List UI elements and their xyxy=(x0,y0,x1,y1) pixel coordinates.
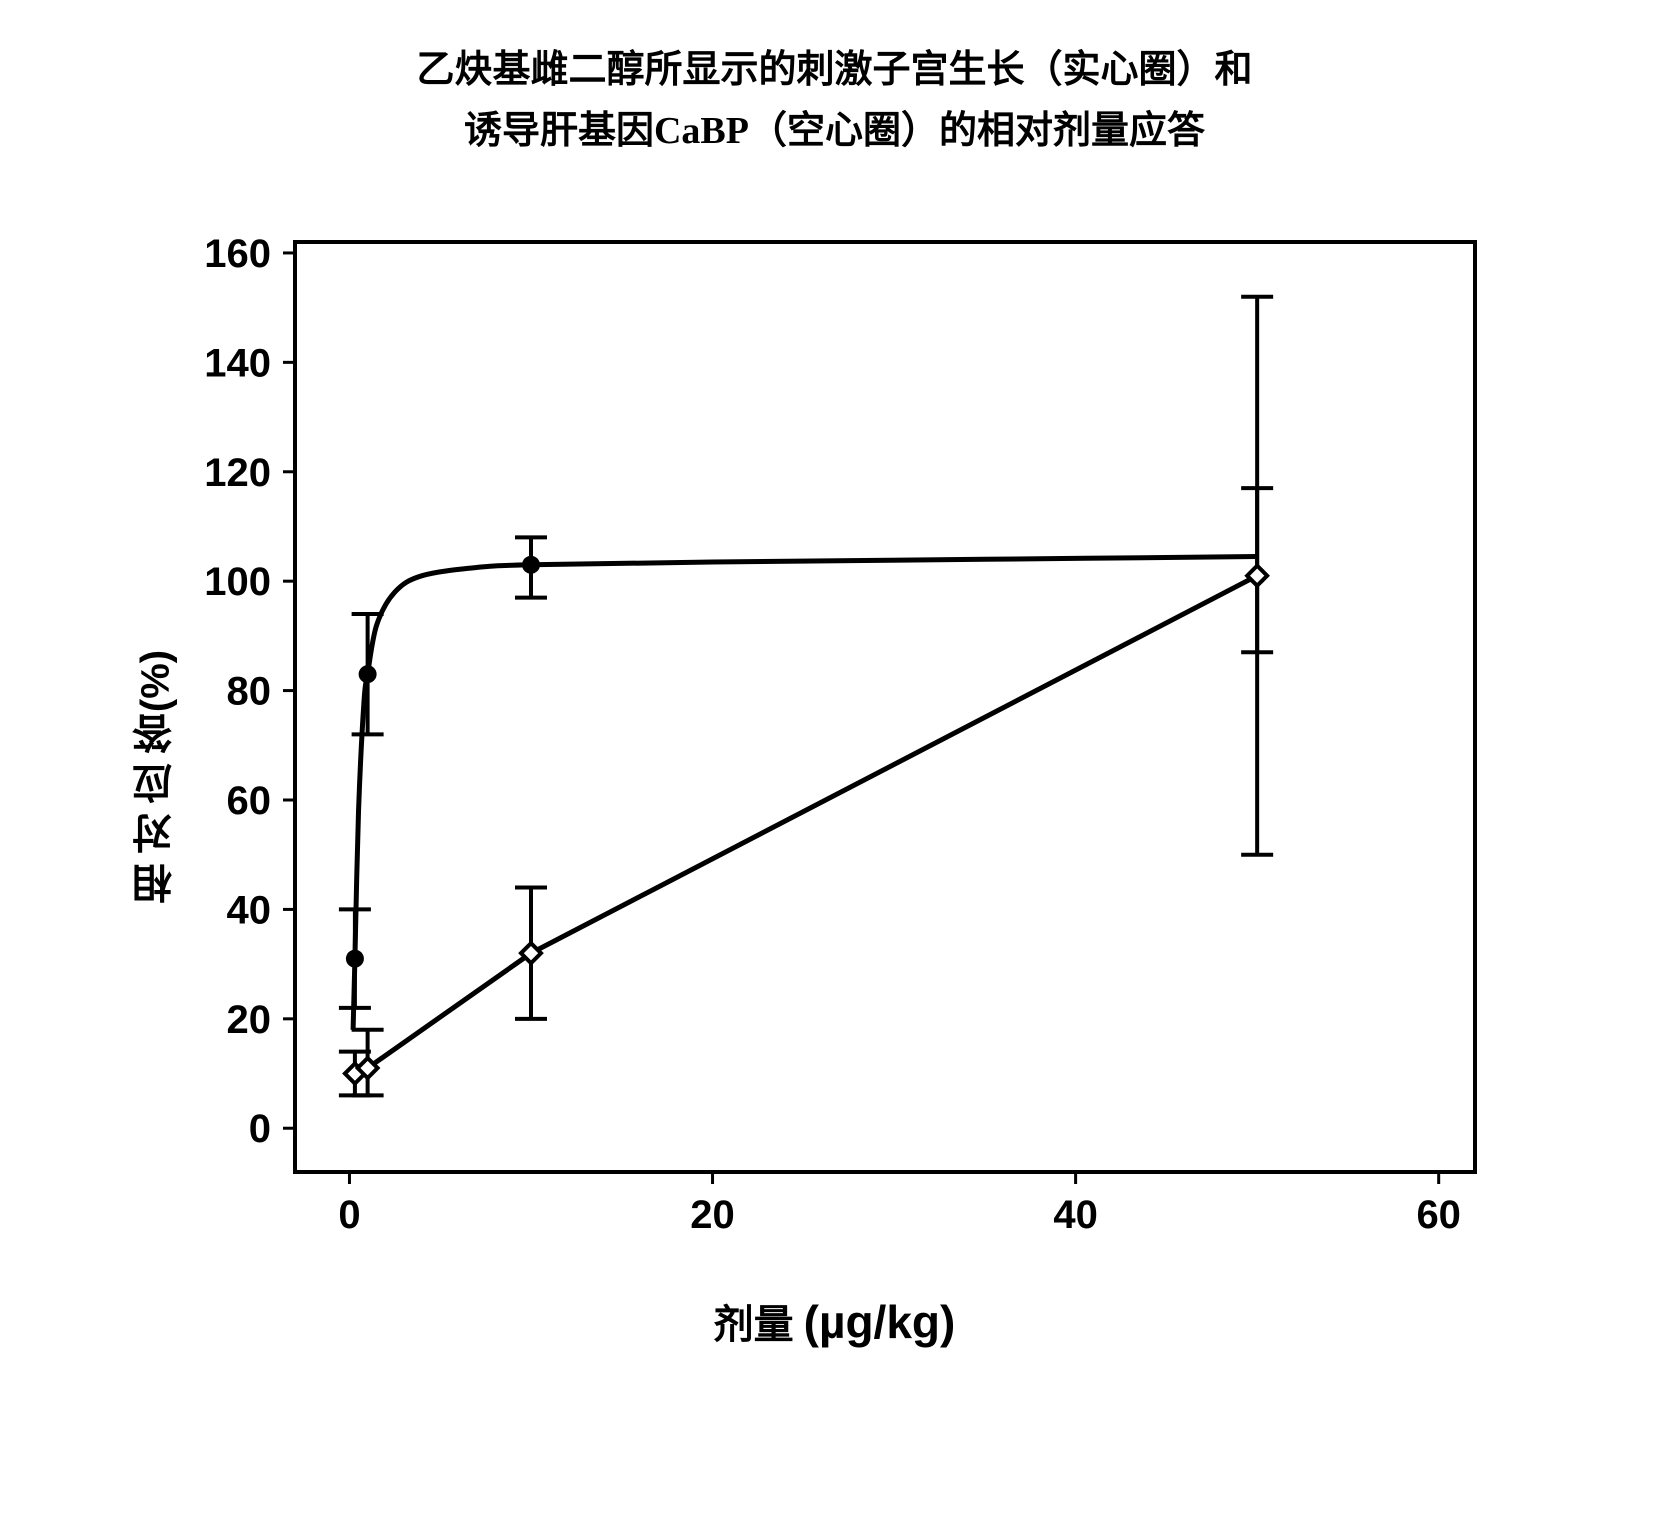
plot-border xyxy=(295,242,1475,1172)
y-axis-label-pct: (%) xyxy=(133,649,178,711)
y-tick-label: 60 xyxy=(226,779,271,823)
chart-svg: 0 20 40 60 0 20 40 60 80 100 120 140 160 xyxy=(135,212,1535,1272)
y-tick-label: 160 xyxy=(204,232,271,276)
y-axis-label: 相对应答(%) xyxy=(125,658,187,903)
y-tick-label: 140 xyxy=(204,341,271,385)
y-axis-label-text: 相对应答 xyxy=(133,703,178,903)
filled-circle-marker xyxy=(345,949,363,967)
chart-area: 相对应答(%) 0 20 40 60 0 20 40 60 80 100 120 140 160 剂量 … xyxy=(135,212,1535,1350)
title-line-2: 诱导肝基因CaBP（空心圈）的相对剂量应答 xyxy=(464,110,1205,152)
x-axis-label: 剂量 (µg/kg) xyxy=(135,1292,1535,1350)
title-line-1: 乙炔基雌二醇所显示的刺激子宫生长（实心圈）和 xyxy=(416,49,1252,91)
y-tick-label: 80 xyxy=(226,669,271,713)
x-tick-label: 60 xyxy=(1416,1193,1461,1237)
y-tick-label: 100 xyxy=(204,560,271,604)
x-tick-label: 0 xyxy=(338,1193,360,1237)
figure-container: 乙炔基雌二醇所显示的刺激子宫生长（实心圈）和 诱导肝基因CaBP（空心圈）的相对… xyxy=(40,40,1629,1350)
x-axis-label-unit: (µg/kg) xyxy=(804,1296,956,1348)
y-tick-label: 0 xyxy=(248,1107,270,1151)
chart-title: 乙炔基雌二醇所显示的刺激子宫生长（实心圈）和 诱导肝基因CaBP（空心圈）的相对… xyxy=(40,40,1629,162)
x-axis-label-text: 剂量 xyxy=(714,1302,794,1347)
x-tick-label: 40 xyxy=(1053,1193,1098,1237)
filled-circle-marker xyxy=(358,665,376,683)
x-tick-label: 20 xyxy=(690,1193,735,1237)
filled-circle-marker xyxy=(522,555,540,573)
y-tick-label: 20 xyxy=(226,997,271,1041)
y-tick-label: 40 xyxy=(226,888,271,932)
y-tick-label: 120 xyxy=(204,450,271,494)
